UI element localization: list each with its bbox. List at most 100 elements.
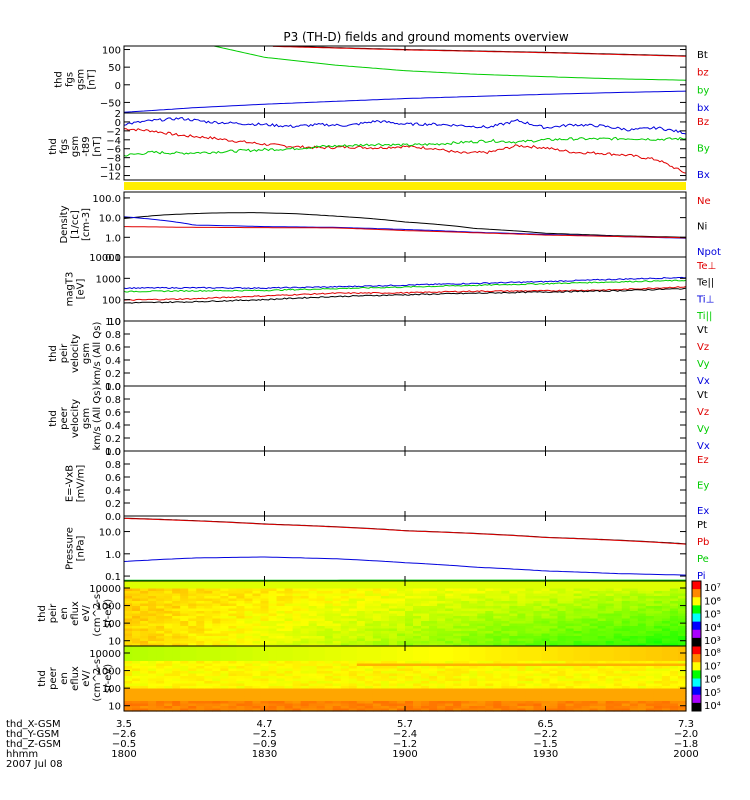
heatmap-cell (300, 586, 310, 590)
heatmap-cell (140, 646, 149, 650)
heatmap-cell (140, 613, 149, 617)
heatmap-cell (324, 671, 334, 675)
heatmap-cell (124, 673, 133, 677)
heatmap-cell (565, 673, 575, 677)
heatmap-cell (493, 651, 502, 655)
y-tick-label: −2 (106, 127, 121, 138)
heatmap-cell (396, 641, 406, 645)
heatmap-cell (517, 661, 527, 665)
heatmap-cell (252, 643, 262, 647)
heatmap-cell (405, 616, 414, 620)
heatmap-cell (252, 603, 262, 607)
heatmap-cell (413, 683, 422, 687)
heatmap-cell (332, 641, 342, 645)
heatmap-cell (589, 653, 599, 657)
heatmap-cell (284, 673, 294, 677)
heatmap-cell (613, 606, 623, 610)
heatmap-cell (332, 581, 342, 585)
heatmap-cell (188, 601, 197, 605)
heatmap-cell (413, 651, 422, 655)
heatmap-cell (292, 606, 302, 610)
y-axis-label: magT3 [eV] (65, 272, 87, 307)
heatmap-cell (284, 661, 294, 665)
heatmap-cell (541, 588, 551, 592)
heatmap-cell (597, 688, 607, 692)
heatmap-cell (469, 703, 478, 707)
heatmap-cell (605, 703, 615, 707)
heatmap-cell (380, 618, 390, 622)
heatmap-cell (364, 633, 374, 637)
heatmap-cell (332, 681, 342, 685)
heatmap-cell (196, 581, 205, 585)
heatmap-cell (661, 693, 671, 697)
heatmap-cell (645, 701, 655, 705)
heatmap-cell (629, 646, 639, 650)
heatmap-cell (164, 608, 173, 612)
heatmap-cell (613, 656, 623, 660)
heatmap-cell (405, 618, 414, 622)
heatmap-cell (372, 603, 382, 607)
heatmap-cell (324, 593, 334, 597)
heatmap-cell (316, 586, 326, 590)
heatmap-cell (525, 616, 535, 620)
heatmap-cell (597, 628, 607, 632)
heatmap-cell (236, 591, 246, 595)
heatmap-cell (196, 638, 205, 642)
heatmap-cell (517, 696, 527, 700)
heatmap-cell (533, 676, 543, 680)
heatmap-cell (405, 646, 414, 650)
heatmap-cell (677, 656, 687, 660)
heatmap-cell (196, 636, 205, 640)
heatmap-cell (388, 668, 398, 672)
heatmap-cell (453, 668, 462, 672)
heatmap-cell (421, 703, 430, 707)
heatmap-cell (164, 653, 173, 657)
heatmap-cell (180, 631, 189, 635)
heatmap-cell (677, 706, 687, 710)
heatmap-cell (445, 648, 454, 652)
heatmap-cell (356, 616, 366, 620)
heatmap-cell (613, 618, 623, 622)
heatmap-cell (597, 591, 607, 595)
heatmap-cell (316, 611, 326, 615)
heatmap-cell (525, 583, 535, 587)
heatmap-cell (437, 593, 446, 597)
heatmap-cell (621, 628, 631, 632)
heatmap-cell (493, 696, 502, 700)
heatmap-cell (525, 588, 535, 592)
heatmap-cell (308, 606, 318, 610)
heatmap-cell (477, 683, 486, 687)
heatmap-cell (645, 693, 655, 697)
heatmap-cell (517, 701, 527, 705)
heatmap-cell (453, 706, 462, 710)
heatmap-cell (244, 673, 254, 677)
heatmap-cell (605, 591, 615, 595)
heatmap-cell (388, 623, 398, 627)
legend-entry: Ni (697, 222, 707, 233)
heatmap-cell (340, 636, 350, 640)
heatmap-cell (669, 706, 679, 710)
heatmap-cell (212, 618, 221, 622)
heatmap-cell (629, 681, 639, 685)
heatmap-cell (525, 641, 535, 645)
heatmap-cell (268, 701, 278, 705)
heatmap-cell (429, 676, 438, 680)
heatmap-cell (405, 661, 414, 665)
heatmap-cell (188, 593, 197, 597)
heatmap-cell (300, 691, 310, 695)
heatmap-cell (212, 671, 221, 675)
x-axis-row-label: thd_X-GSM (6, 719, 61, 730)
heatmap-cell (372, 686, 382, 690)
heatmap-cell (268, 678, 278, 682)
heatmap-cell (549, 688, 559, 692)
heatmap-cell (429, 693, 438, 697)
heatmap-cell (613, 626, 623, 630)
heatmap-cell (485, 643, 494, 647)
heatmap-cell (429, 691, 438, 695)
heatmap-cell (324, 596, 334, 600)
heatmap-cell (196, 623, 205, 627)
heatmap-cell (517, 648, 527, 652)
heatmap-cell (485, 616, 494, 620)
y-axis-label-line: Density (59, 205, 70, 243)
heatmap-cell (324, 583, 334, 587)
